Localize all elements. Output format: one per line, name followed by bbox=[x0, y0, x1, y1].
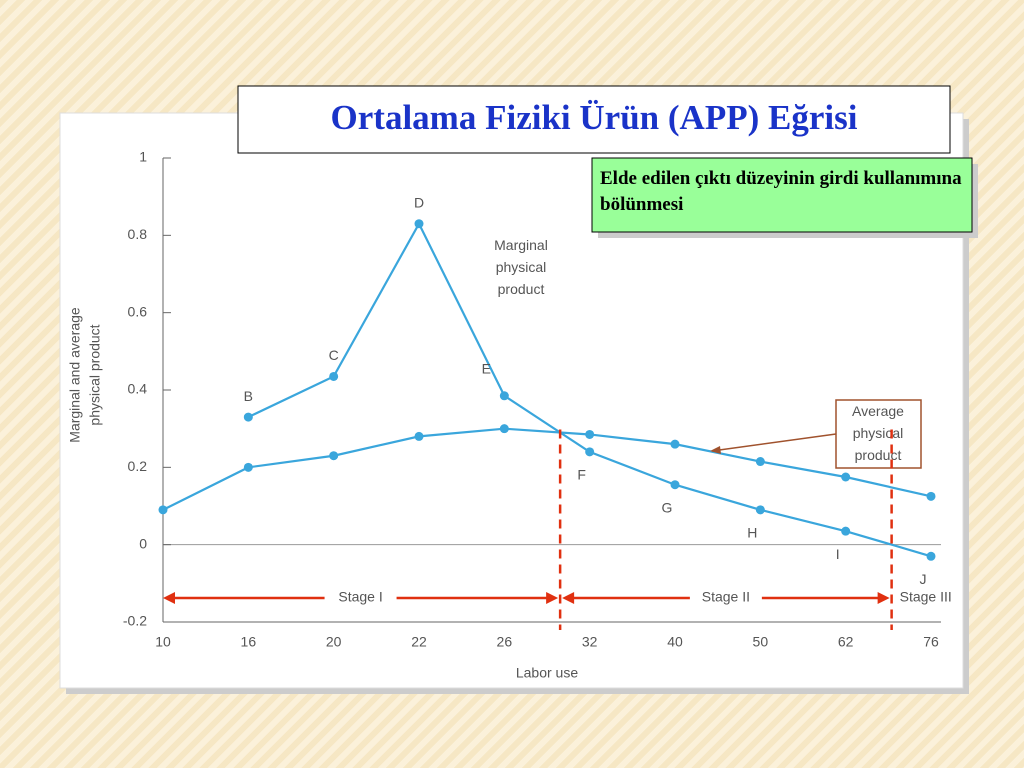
point-label: B bbox=[244, 388, 253, 404]
series-label-line: Marginal bbox=[494, 237, 548, 253]
point bbox=[926, 551, 936, 561]
x-tick-label: 62 bbox=[838, 634, 854, 650]
x-tick-label: 50 bbox=[753, 634, 769, 650]
series-line bbox=[162, 427, 932, 511]
x-tick-label: 22 bbox=[411, 634, 427, 650]
point bbox=[670, 439, 680, 449]
point bbox=[585, 429, 595, 439]
series-label-line: physical bbox=[496, 259, 547, 275]
stage-arrowhead bbox=[546, 592, 559, 604]
point bbox=[499, 424, 509, 434]
x-tick-label: 32 bbox=[582, 634, 598, 650]
point bbox=[841, 472, 851, 482]
series-label-line: physical bbox=[853, 425, 904, 441]
series-label-line: product bbox=[855, 447, 902, 463]
point-label: J bbox=[920, 571, 927, 587]
point bbox=[158, 505, 168, 515]
point bbox=[585, 447, 595, 457]
stage-arrowhead bbox=[877, 592, 890, 604]
point-label: I bbox=[836, 546, 840, 562]
x-tick-label: 76 bbox=[923, 634, 939, 650]
stage-arrowhead bbox=[163, 592, 175, 604]
note-text: Elde edilen çıktı düzeyinin girdi kullan… bbox=[600, 168, 962, 215]
stage-label: Stage III bbox=[900, 589, 952, 605]
x-tick-label: 20 bbox=[326, 634, 342, 650]
y-axis-label: physical product bbox=[87, 324, 103, 425]
point bbox=[329, 371, 339, 381]
point bbox=[499, 391, 509, 401]
series-label: Marginal physical product bbox=[494, 237, 548, 297]
y-tick-label: 0.6 bbox=[128, 303, 148, 319]
point bbox=[414, 219, 424, 229]
point-label: F bbox=[577, 467, 586, 483]
slide-title: Ortalama Fiziki Ürün (APP) Eğrisi bbox=[331, 98, 858, 137]
stage-arrowhead bbox=[562, 592, 575, 604]
x-tick-label: 26 bbox=[497, 634, 513, 650]
point-label: H bbox=[747, 525, 757, 541]
y-tick-label: 1 bbox=[139, 149, 147, 165]
point-label: D bbox=[414, 194, 424, 210]
note-box bbox=[591, 157, 973, 233]
point bbox=[755, 457, 765, 467]
point-label: E bbox=[482, 361, 491, 377]
point bbox=[926, 491, 936, 501]
series-label-line: Average bbox=[852, 403, 904, 419]
point-label: C bbox=[329, 347, 339, 363]
point-label: G bbox=[662, 499, 673, 515]
y-tick-label: -0.2 bbox=[123, 613, 147, 629]
point bbox=[841, 526, 851, 536]
point bbox=[243, 462, 253, 472]
legend-box bbox=[835, 399, 922, 469]
series-label: Average physical product bbox=[852, 403, 904, 463]
title-box bbox=[237, 85, 951, 154]
point bbox=[414, 431, 424, 441]
y-tick-label: 0.2 bbox=[128, 458, 148, 474]
x-tick-label: 10 bbox=[155, 634, 171, 650]
stage-label: Stage II bbox=[702, 589, 750, 605]
legend-arrow bbox=[711, 433, 837, 452]
stage-label: Stage I bbox=[338, 589, 382, 605]
y-tick-label: 0 bbox=[139, 535, 147, 551]
point bbox=[755, 505, 765, 515]
series-label-line: product bbox=[498, 281, 545, 297]
y-tick-label: 0.8 bbox=[128, 226, 148, 242]
x-tick-label: 40 bbox=[667, 634, 683, 650]
y-tick-label: 0.4 bbox=[128, 381, 148, 397]
y-axis-label: Marginal and average bbox=[67, 307, 83, 443]
note: Elde edilen çıktı düzeyinin girdi kullan… bbox=[600, 168, 962, 215]
x-axis-label: Labor use bbox=[516, 665, 578, 681]
point bbox=[329, 451, 339, 461]
x-tick-label: 16 bbox=[241, 634, 257, 650]
point bbox=[670, 480, 680, 490]
point bbox=[243, 412, 253, 422]
legend-arrowhead bbox=[710, 446, 721, 454]
